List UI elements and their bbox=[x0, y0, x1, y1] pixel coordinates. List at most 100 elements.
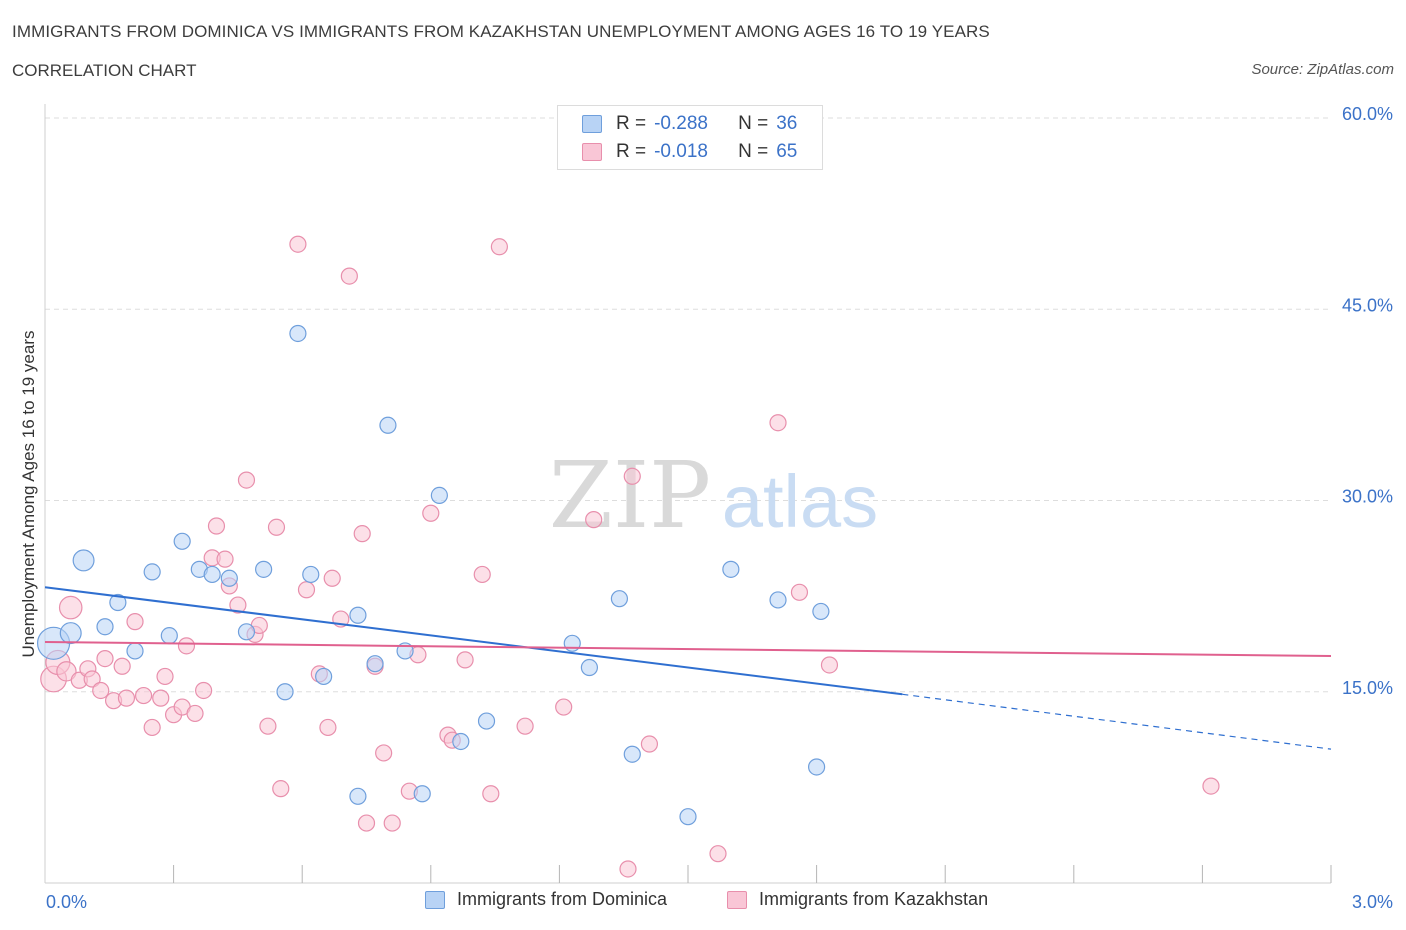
dominica-point bbox=[610, 590, 629, 608]
kazakhstan-point bbox=[56, 661, 77, 682]
axes bbox=[44, 104, 1332, 884]
kazakhstan-point bbox=[357, 814, 376, 832]
dominica-swatch bbox=[582, 115, 602, 133]
dominica-point bbox=[173, 532, 191, 550]
dominica-swatch bbox=[425, 890, 445, 909]
legend-item-kazakhstan[interactable]: Immigrants from Kazakhstan bbox=[727, 889, 988, 910]
kazakhstan-point bbox=[237, 471, 256, 489]
chart-subtitle: CORRELATION CHART bbox=[12, 61, 197, 80]
dominica-point bbox=[807, 758, 826, 776]
kazakhstan-point bbox=[623, 467, 641, 485]
kazakhstan-point bbox=[353, 525, 371, 543]
y-tick-label: 60.0% bbox=[1342, 104, 1393, 124]
kazakhstan-point bbox=[383, 814, 401, 832]
legend-row-kazakhstan: R = -0.018 N = 65 bbox=[582, 140, 797, 164]
legend-row-dominica: R = -0.288 N = 36 bbox=[582, 112, 797, 136]
watermark-atlas: atlas bbox=[722, 460, 878, 543]
dominica-trend-line bbox=[44, 586, 903, 696]
n-label: N = bbox=[738, 141, 769, 162]
dominica-point bbox=[477, 712, 496, 730]
x-tick-label: 3.0% bbox=[1352, 892, 1393, 912]
kazakhstan-point bbox=[709, 845, 727, 863]
y-tick-label: 30.0% bbox=[1342, 487, 1393, 507]
kazakhstan-point bbox=[113, 657, 131, 675]
dominica-point bbox=[580, 658, 599, 677]
kazakhstan-point bbox=[177, 637, 196, 655]
y-tick-label: 15.0% bbox=[1342, 678, 1393, 698]
legend-label: Immigrants from Kazakhstan bbox=[759, 889, 989, 909]
dominica-point bbox=[289, 324, 307, 343]
dominica-point bbox=[812, 602, 830, 621]
dominica-point bbox=[430, 486, 448, 504]
trend-lines bbox=[44, 586, 1332, 750]
kazakhstan-point bbox=[820, 656, 839, 674]
r-value: -0.018 bbox=[654, 141, 708, 162]
watermark-zip: ZIP bbox=[549, 442, 711, 549]
kazakhstan-point bbox=[152, 689, 170, 707]
kazakhstan-swatch bbox=[582, 143, 602, 161]
kazakhstan-point bbox=[207, 517, 226, 535]
dominica-point bbox=[72, 549, 95, 572]
kazakhstan-point bbox=[117, 689, 136, 707]
kazakhstan-point bbox=[216, 550, 234, 568]
correlation-legend: R = -0.288 N = 36 R = -0.018 N = 65 bbox=[557, 105, 823, 170]
legend-label: Immigrants from Dominica bbox=[457, 889, 668, 909]
dominica-point bbox=[276, 683, 294, 701]
dominica-point bbox=[563, 634, 581, 652]
kazakhstan-point bbox=[272, 780, 290, 798]
kazakhstan-swatch bbox=[727, 890, 747, 909]
kazakhstan-points bbox=[40, 235, 1220, 878]
dominica-point bbox=[366, 655, 384, 673]
kazakhstan-point bbox=[143, 718, 161, 737]
kazakhstan-point bbox=[267, 518, 286, 536]
kazakhstan-trend-line bbox=[44, 641, 1332, 658]
kazakhstan-point bbox=[186, 704, 204, 723]
kazakhstan-point bbox=[134, 686, 153, 705]
kazakhstan-point bbox=[422, 504, 440, 522]
kazakhstan-point bbox=[289, 235, 307, 253]
kazakhstan-point bbox=[640, 735, 659, 753]
dominica-point bbox=[679, 808, 697, 826]
dominica-point bbox=[109, 593, 127, 612]
r-value: -0.288 bbox=[654, 113, 708, 134]
dominica-point bbox=[237, 623, 256, 641]
dominica-point bbox=[315, 667, 333, 686]
dominica-trend-extension bbox=[902, 693, 1332, 750]
kazakhstan-point bbox=[473, 565, 491, 584]
kazakhstan-point bbox=[490, 238, 508, 256]
dominica-point bbox=[413, 785, 431, 803]
kazakhstan-point bbox=[619, 860, 637, 878]
n-value: 36 bbox=[776, 113, 798, 134]
kazakhstan-point bbox=[555, 698, 573, 716]
kazakhstan-point bbox=[456, 651, 474, 669]
dominica-point bbox=[59, 622, 82, 645]
kazakhstan-point bbox=[319, 718, 337, 737]
dominica-points bbox=[36, 324, 830, 826]
kazakhstan-point bbox=[375, 744, 393, 762]
dominica-point bbox=[379, 416, 397, 434]
n-value: 65 bbox=[776, 141, 798, 162]
kazakhstan-point bbox=[83, 670, 101, 688]
kazakhstan-point bbox=[229, 596, 247, 614]
y-tick-label: 45.0% bbox=[1342, 295, 1393, 315]
x-tick-label: 0.0% bbox=[46, 892, 87, 912]
dominica-point bbox=[203, 565, 221, 584]
dominica-point bbox=[220, 569, 238, 587]
kazakhstan-point bbox=[323, 569, 341, 587]
legend-item-dominica[interactable]: Immigrants from Dominica bbox=[425, 889, 667, 910]
dominica-point bbox=[160, 627, 178, 645]
dominica-point bbox=[96, 618, 114, 636]
kazakhstan-point bbox=[195, 681, 213, 700]
dominica-point bbox=[452, 732, 470, 751]
kazakhstan-point bbox=[1202, 777, 1220, 795]
dominica-point bbox=[769, 591, 787, 609]
dominica-point bbox=[126, 642, 144, 660]
kazakhstan-point bbox=[156, 667, 174, 686]
r-label: R = bbox=[616, 141, 647, 162]
dominica-point bbox=[722, 560, 740, 578]
y-axis-label: Unemployment Among Ages 16 to 19 years bbox=[19, 330, 38, 658]
dominica-point bbox=[302, 565, 320, 584]
kazakhstan-point bbox=[58, 595, 83, 620]
chart-title: IMMIGRANTS FROM DOMINICA VS IMMIGRANTS F… bbox=[12, 22, 990, 41]
